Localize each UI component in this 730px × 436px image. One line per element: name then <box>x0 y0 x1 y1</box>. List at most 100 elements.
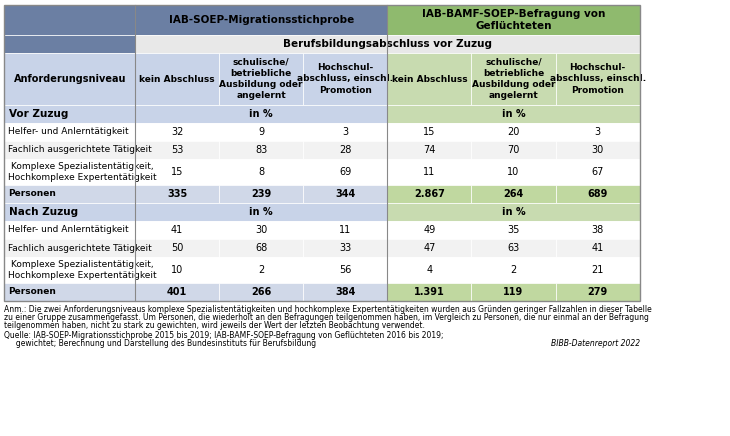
Bar <box>388 141 472 159</box>
Bar <box>303 123 388 141</box>
Text: 10: 10 <box>171 265 183 275</box>
Bar <box>388 203 639 221</box>
Text: 4: 4 <box>426 265 432 275</box>
Bar <box>556 239 639 257</box>
Bar <box>219 185 303 203</box>
Bar <box>4 239 135 257</box>
Bar <box>388 5 639 35</box>
Bar <box>556 159 639 185</box>
Text: IAB-SOEP-Migrationsstichprobe: IAB-SOEP-Migrationsstichprobe <box>169 15 354 25</box>
Text: 30: 30 <box>255 225 267 235</box>
Text: 401: 401 <box>167 287 187 297</box>
Bar <box>303 257 388 283</box>
Bar <box>303 159 388 185</box>
Text: in %: in % <box>502 207 526 217</box>
Text: 3: 3 <box>595 127 601 137</box>
Text: 10: 10 <box>507 167 520 177</box>
Bar <box>219 53 303 105</box>
Text: 8: 8 <box>258 167 264 177</box>
Text: Berufsbildungsabschluss vor Zuzug: Berufsbildungsabschluss vor Zuzug <box>283 39 492 49</box>
Text: 33: 33 <box>339 243 351 253</box>
Bar <box>556 123 639 141</box>
Bar <box>388 221 472 239</box>
Bar <box>135 221 219 239</box>
Bar <box>472 141 556 159</box>
Text: 15: 15 <box>423 127 436 137</box>
Bar <box>388 105 639 123</box>
Bar <box>219 221 303 239</box>
Bar <box>472 123 556 141</box>
Text: 9: 9 <box>258 127 264 137</box>
Text: 384: 384 <box>335 287 356 297</box>
Bar <box>303 185 388 203</box>
Text: 335: 335 <box>167 189 187 199</box>
Bar <box>388 257 472 283</box>
Text: 63: 63 <box>507 243 520 253</box>
Bar <box>135 105 388 123</box>
Text: Personen: Personen <box>8 287 55 296</box>
Text: 11: 11 <box>423 167 436 177</box>
Text: teilgenommen haben, nicht zu stark zu gewichten, wird jeweils der Wert der letzt: teilgenommen haben, nicht zu stark zu ge… <box>4 321 426 330</box>
Bar <box>135 5 388 35</box>
Text: 69: 69 <box>339 167 351 177</box>
Bar <box>556 53 639 105</box>
Text: 15: 15 <box>171 167 183 177</box>
Bar <box>303 141 388 159</box>
Text: in %: in % <box>250 207 273 217</box>
Bar <box>219 257 303 283</box>
Text: 83: 83 <box>255 145 267 155</box>
Bar <box>388 239 472 257</box>
Bar <box>4 105 135 123</box>
Text: 70: 70 <box>507 145 520 155</box>
Bar <box>4 221 135 239</box>
Bar <box>472 283 556 301</box>
Text: 67: 67 <box>591 167 604 177</box>
Text: Fachlich ausgerichtete Tätigkeit: Fachlich ausgerichtete Tätigkeit <box>8 243 152 252</box>
Bar <box>219 123 303 141</box>
Text: Vor Zuzug: Vor Zuzug <box>9 109 68 119</box>
Text: 28: 28 <box>339 145 351 155</box>
Text: 30: 30 <box>591 145 604 155</box>
Bar <box>219 239 303 257</box>
Text: in %: in % <box>502 109 526 119</box>
Text: 344: 344 <box>335 189 356 199</box>
Text: 11: 11 <box>339 225 351 235</box>
Bar <box>472 257 556 283</box>
Text: zu einer Gruppe zusammengefasst. Um Personen, die wiederholt an den Befragungen : zu einer Gruppe zusammengefasst. Um Pers… <box>4 313 649 322</box>
Text: Komplexe Spezialistentätigkeit,
Hochkomplexe Expertentätigkeit: Komplexe Spezialistentätigkeit, Hochkomp… <box>8 260 156 280</box>
Bar <box>4 5 639 301</box>
Bar <box>135 159 219 185</box>
Bar <box>303 283 388 301</box>
Text: Fachlich ausgerichtete Tätigkeit: Fachlich ausgerichtete Tätigkeit <box>8 146 152 154</box>
Bar <box>556 141 639 159</box>
Bar <box>303 221 388 239</box>
Bar <box>556 185 639 203</box>
Text: gewichtet; Berechnung und Darstellung des Bundesinstituts für Berufsbildung: gewichtet; Berechnung und Darstellung de… <box>4 339 317 348</box>
Bar <box>135 123 219 141</box>
Text: Quelle: IAB-SOEP-Migrationsstichprobe 2015 bis 2019; IAB-BAMF-SOEP-Befragung von: Quelle: IAB-SOEP-Migrationsstichprobe 20… <box>4 331 444 340</box>
Text: Hochschul-
abschluss, einschl.
Promotion: Hochschul- abschluss, einschl. Promotion <box>297 63 393 95</box>
Bar <box>472 185 556 203</box>
Text: Personen: Personen <box>8 190 55 198</box>
Bar <box>135 185 219 203</box>
Bar <box>219 283 303 301</box>
Text: Helfer- und Anlerntätigkeit: Helfer- und Anlerntätigkeit <box>8 225 128 235</box>
Bar <box>4 203 135 221</box>
Bar <box>135 283 219 301</box>
Text: 47: 47 <box>423 243 436 253</box>
Text: 689: 689 <box>588 189 608 199</box>
Text: schulische/
betriebliche
Ausbildung oder
angelernt: schulische/ betriebliche Ausbildung oder… <box>220 58 303 100</box>
Text: 53: 53 <box>171 145 183 155</box>
Text: 21: 21 <box>591 265 604 275</box>
Text: Helfer- und Anlerntätigkeit: Helfer- und Anlerntätigkeit <box>8 127 128 136</box>
Text: 3: 3 <box>342 127 348 137</box>
Bar <box>388 53 472 105</box>
Text: Anforderungsniveau: Anforderungsniveau <box>13 74 126 84</box>
Bar <box>219 159 303 185</box>
Text: 32: 32 <box>171 127 183 137</box>
Text: 2.867: 2.867 <box>414 189 445 199</box>
Bar <box>472 53 556 105</box>
Text: 20: 20 <box>507 127 520 137</box>
Text: IAB-BAMF-SOEP-Befragung von
Geflüchteten: IAB-BAMF-SOEP-Befragung von Geflüchteten <box>422 9 605 31</box>
Text: 56: 56 <box>339 265 351 275</box>
